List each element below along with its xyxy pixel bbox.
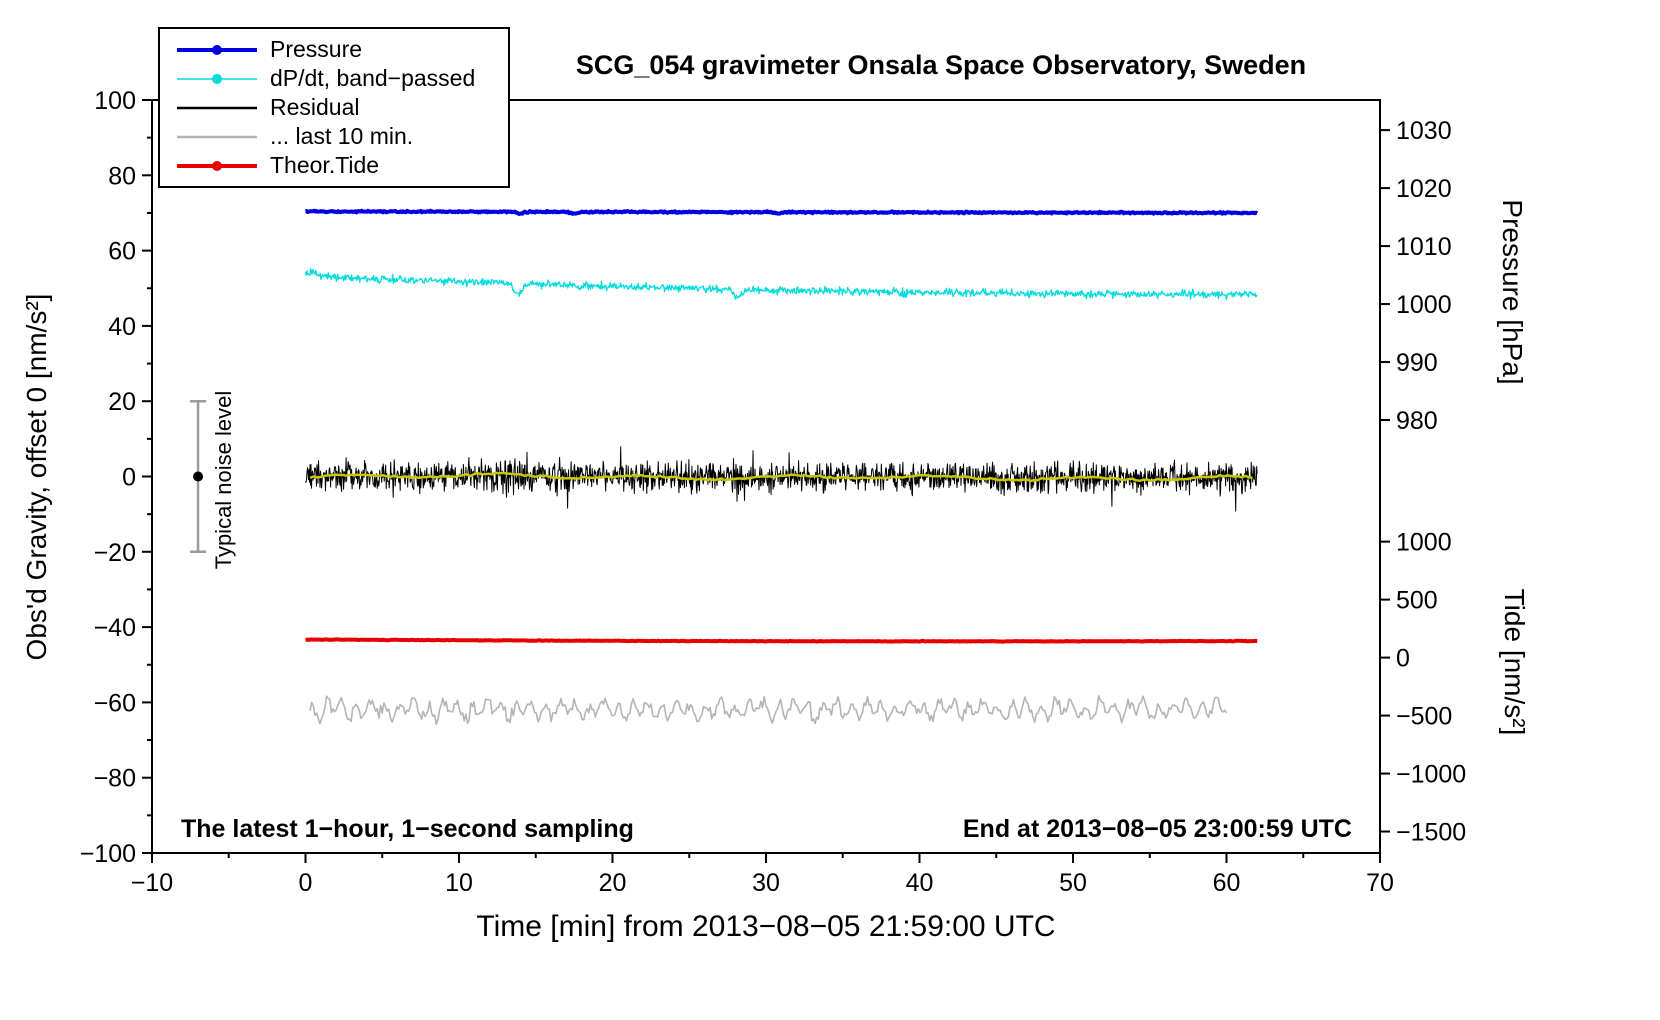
legend-label: Pressure — [270, 36, 363, 62]
x-axis-label: Time [min] from 2013−08−05 21:59:00 UTC — [476, 910, 1056, 943]
x-tick-label: 40 — [906, 869, 934, 897]
legend-label: Residual — [270, 94, 360, 120]
y-left-tick-label: −100 — [80, 840, 136, 868]
series-last10 — [309, 694, 1228, 726]
x-tick-label: 20 — [599, 869, 627, 897]
legend-line-sample-pressure — [177, 44, 257, 55]
y-left-tick-label: 20 — [108, 388, 136, 416]
axis-ticks — [142, 99, 1390, 863]
legend-label: dP/dt, band−passed — [270, 65, 476, 91]
legend: Pressure dP/dt, band−passed Residual ... la… — [158, 27, 510, 188]
y-left-tick-label: −20 — [94, 539, 136, 567]
series-pressure — [304, 208, 1259, 216]
legend-item-tide: Theor.Tide — [160, 151, 508, 180]
series-tide — [305, 637, 1258, 644]
x-tick-label: 50 — [1059, 869, 1087, 897]
series-residual-smooth — [309, 471, 1253, 483]
tide-tick-label: 0 — [1396, 645, 1410, 673]
legend-marker-dot — [212, 73, 222, 84]
noise-level-dot — [193, 471, 204, 482]
legend-line-sample-residual — [177, 106, 257, 109]
sampling-note: The latest 1−hour, 1−second sampling — [181, 815, 634, 843]
x-tick-label: 10 — [445, 869, 473, 897]
pressure-tick-label: 1010 — [1396, 233, 1452, 261]
legend-marker-dot — [212, 44, 222, 55]
legend-line-sample-last10 — [177, 135, 257, 138]
tide-tick-label: −1000 — [1396, 761, 1466, 789]
pressure-tick-label: 990 — [1396, 349, 1438, 377]
y-left-tick-label: 80 — [108, 162, 136, 190]
legend-line-sample-dpdt — [177, 73, 257, 84]
axis-tick-labels: −10 0 10 20 30 40 50 60 70−100−80−60−40−20020406… — [80, 87, 1467, 897]
x-tick-label: −10 — [131, 869, 173, 897]
y-axis-label-pressure: Pressure [hPa] — [1497, 199, 1528, 385]
series-dpdt — [304, 267, 1258, 301]
y-left-tick-label: 40 — [108, 313, 136, 341]
end-time-note: End at 2013−08−05 23:00:59 UTC — [962, 815, 1352, 843]
y-left-tick-label: 0 — [122, 464, 136, 492]
series-layer — [304, 208, 1259, 726]
tide-tick-label: 1000 — [1396, 529, 1452, 557]
legend-label: ... last 10 min. — [270, 123, 414, 149]
y-axis-label-tide: Tide [nm/s²] — [1499, 588, 1530, 736]
pressure-tick-label: 980 — [1396, 407, 1438, 435]
y-left-tick-label: 60 — [108, 238, 136, 266]
tide-tick-label: 500 — [1396, 587, 1438, 615]
y-left-tick-label: −80 — [94, 765, 136, 793]
pressure-tick-label: 1020 — [1396, 175, 1452, 203]
legend-item-pressure: Pressure — [160, 35, 508, 64]
y-left-tick-label: 100 — [94, 87, 136, 115]
noise-level-bar — [190, 399, 207, 554]
x-tick-label: 0 — [299, 869, 313, 897]
legend-line-sample-tide — [177, 160, 257, 171]
tide-tick-label: −500 — [1396, 703, 1452, 731]
pressure-tick-label: 1030 — [1396, 117, 1452, 145]
noise-level-label: Typical noise level — [211, 390, 236, 570]
y-left-tick-label: −60 — [94, 689, 136, 717]
legend-item-last10: ... last 10 min. — [160, 122, 508, 151]
x-tick-label: 30 — [752, 869, 780, 897]
tide-tick-label: −1500 — [1396, 819, 1466, 847]
legend-label: Theor.Tide — [270, 152, 380, 178]
legend-item-dpdt: dP/dt, band−passed — [160, 64, 508, 93]
pressure-tick-label: 1000 — [1396, 291, 1452, 319]
x-tick-label: 70 — [1366, 869, 1394, 897]
x-tick-label: 60 — [1213, 869, 1241, 897]
y-left-tick-label: −40 — [94, 614, 136, 642]
y-axis-label-gravity: Obs'd Gravity, offset 0 [nm/s²] — [21, 293, 52, 661]
legend-marker-dot — [212, 160, 222, 171]
chart-title: SCG_054 gravimeter Onsala Space Observat… — [575, 50, 1307, 80]
legend-item-residual: Residual — [160, 93, 508, 122]
